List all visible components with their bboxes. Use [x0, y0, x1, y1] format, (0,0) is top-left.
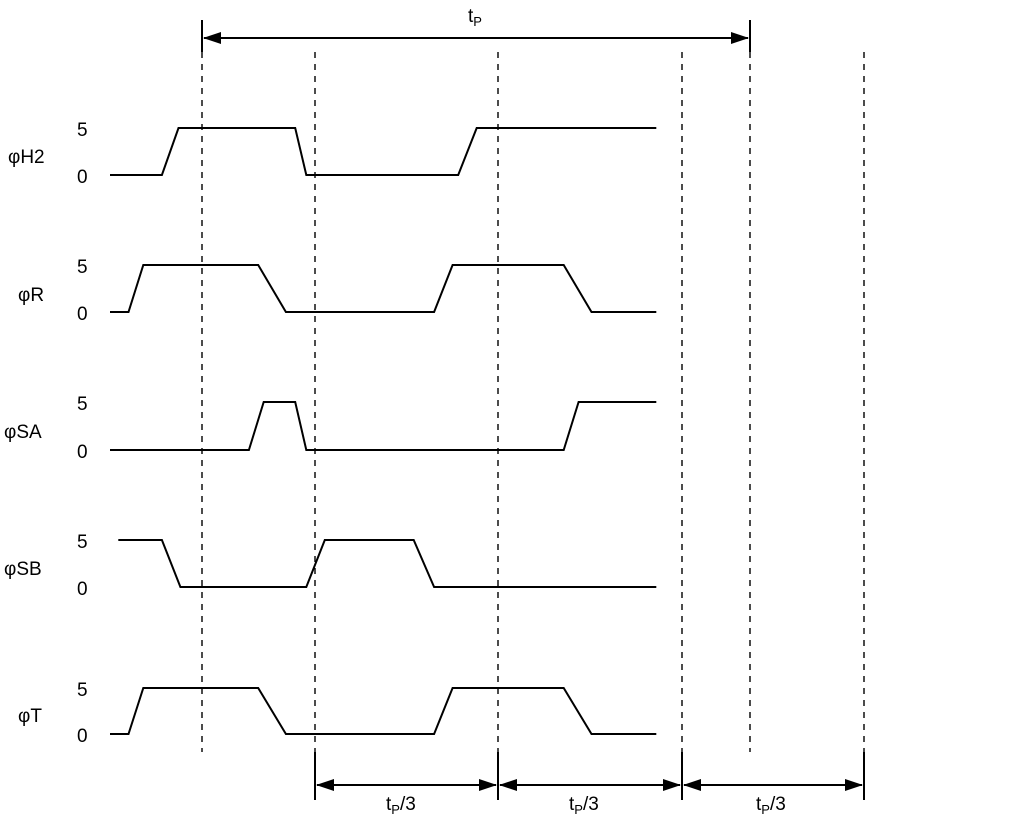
signal-name-sa: φSA [4, 422, 42, 443]
waveform-h2 [110, 127, 657, 176]
interval-label-1: tP/3 [386, 794, 416, 817]
interval-arrowhead-3-right [845, 779, 863, 791]
interval-arrowhead-3-left [683, 779, 701, 791]
signal-name-h2: φH2 [8, 147, 45, 168]
signal-high-level-h2: 5 [77, 120, 88, 141]
third-interval-dimensions: tP/3 tP/3 tP/3 [314, 752, 865, 817]
waveform-sa [110, 401, 657, 451]
signal-low-level-sa: 0 [77, 442, 88, 463]
signal-row-sa: φSA 5 0 [4, 394, 657, 463]
signal-name-r: φR [18, 285, 44, 306]
signal-low-level-t: 0 [77, 726, 88, 747]
signal-low-level-r: 0 [77, 304, 88, 325]
signal-high-level-t: 5 [77, 680, 88, 701]
signal-high-level-r: 5 [77, 257, 88, 278]
interval-arrowhead-1-right [479, 779, 497, 791]
signal-low-level-sb: 0 [77, 579, 88, 600]
signal-row-h2: φH2 5 0 [8, 120, 657, 188]
signal-row-t: φT 5 0 [18, 680, 657, 747]
period-arrowhead-left [203, 32, 221, 44]
interval-dimension-1: tP/3 [316, 779, 497, 817]
waveform-sb [118, 539, 657, 588]
period-dimension: tP [201, 6, 751, 52]
interval-dimension-2: tP/3 [499, 779, 681, 817]
interval-arrowhead-1-left [316, 779, 334, 791]
interval-arrowhead-2-left [499, 779, 517, 791]
reference-lines [201, 52, 865, 752]
signal-low-level-h2: 0 [77, 167, 88, 188]
period-arrowhead-right [731, 32, 749, 44]
interval-arrowhead-2-right [663, 779, 681, 791]
interval-label-3: tP/3 [756, 794, 786, 817]
interval-label-2: tP/3 [569, 794, 599, 817]
signal-name-t: φT [18, 706, 42, 727]
signal-high-level-sa: 5 [77, 394, 88, 415]
interval-dimension-3: tP/3 [683, 779, 863, 817]
period-label: tP [468, 6, 482, 29]
signal-row-r: φR 5 0 [18, 257, 657, 325]
signal-name-sb: φSB [4, 559, 42, 580]
waveform-t [110, 687, 657, 735]
signal-row-sb: φSB 5 0 [4, 532, 657, 600]
signal-high-level-sb: 5 [77, 532, 88, 553]
waveform-r [110, 264, 657, 313]
